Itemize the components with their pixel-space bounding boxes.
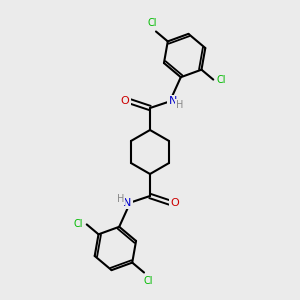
Text: O: O [170,198,179,208]
Text: Cl: Cl [74,219,83,230]
Text: O: O [121,96,130,106]
Text: H: H [176,100,184,110]
Text: Cl: Cl [147,19,157,28]
Text: Cl: Cl [217,75,226,85]
Text: N: N [169,96,177,106]
Text: N: N [123,198,131,208]
Text: H: H [116,194,124,204]
Text: Cl: Cl [143,275,153,286]
